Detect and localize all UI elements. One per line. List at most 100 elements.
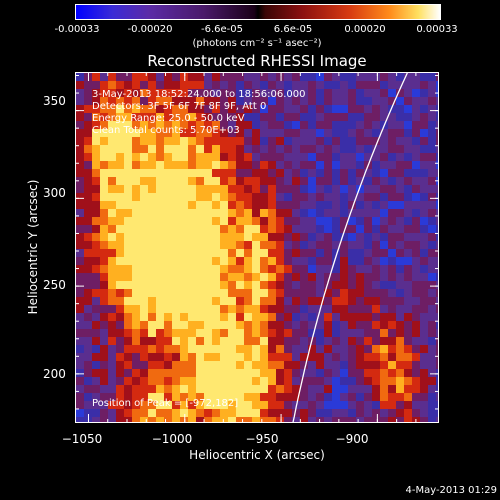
heatmap-cell <box>324 401 332 409</box>
heatmap-cell <box>316 137 324 145</box>
heatmap-cell <box>228 281 236 289</box>
heatmap-cell <box>388 377 396 385</box>
heatmap-cell <box>324 241 332 249</box>
heatmap-cell <box>436 361 438 369</box>
heatmap-cell <box>300 289 308 297</box>
heatmap-cell <box>140 353 148 361</box>
heatmap-cell <box>220 329 228 337</box>
heatmap-cell <box>284 145 292 153</box>
heatmap-cell <box>396 257 404 265</box>
heatmap-cell <box>116 401 124 409</box>
heatmap-cell <box>76 137 84 145</box>
heatmap-cell <box>300 169 308 177</box>
heatmap-cell <box>212 145 220 153</box>
heatmap-cell <box>140 297 148 305</box>
heatmap-cell <box>156 361 164 369</box>
heatmap-cell <box>116 137 124 145</box>
heatmap-cell <box>324 345 332 353</box>
heatmap-cell <box>236 369 244 377</box>
heatmap-cell <box>92 281 100 289</box>
heatmap-cell <box>268 169 276 177</box>
heatmap-cell <box>76 177 84 185</box>
heatmap-cell <box>196 121 204 129</box>
heatmap-cell <box>388 361 396 369</box>
heatmap-cell <box>220 233 228 241</box>
plot-datestamp: 4-May-2013 01:29 <box>405 485 497 496</box>
heatmap-cell <box>252 137 260 145</box>
heatmap-cell <box>324 169 332 177</box>
heatmap-cell <box>364 225 372 233</box>
heatmap-cell <box>388 281 396 289</box>
heatmap-cell <box>292 233 300 241</box>
heatmap-cell <box>76 305 84 313</box>
heatmap-cell <box>124 313 132 321</box>
heatmap-cell <box>412 241 420 249</box>
heatmap-cell <box>284 209 292 217</box>
heatmap-cell <box>340 385 348 393</box>
heatmap-cell <box>284 265 292 273</box>
heatmap-cell <box>252 129 260 137</box>
heatmap-cell <box>276 353 284 361</box>
info-line-energy: Energy Range: 25.0 - 50.0 keV <box>92 113 245 124</box>
heatmap-cell <box>356 409 364 417</box>
heatmap-cell <box>212 177 220 185</box>
heatmap-cell <box>220 145 228 153</box>
heatmap-cell <box>348 73 356 81</box>
heatmap-cell <box>180 337 188 345</box>
heatmap-cell <box>228 401 236 409</box>
heatmap-cell <box>132 353 140 361</box>
heatmap-cell <box>124 393 132 401</box>
heatmap-cell <box>196 409 204 417</box>
heatmap-cell <box>116 297 124 305</box>
heatmap-cell <box>76 241 84 249</box>
heatmap-cell <box>420 73 428 81</box>
heatmap-cell <box>204 105 212 113</box>
heatmap-cell <box>204 353 212 361</box>
heatmap-cell <box>260 161 268 169</box>
heatmap-cell <box>212 353 220 361</box>
heatmap-cell <box>108 281 116 289</box>
heatmap-cell <box>316 129 324 137</box>
heatmap-cell <box>308 265 316 273</box>
colorbar-tick: -6.6e-05 <box>201 24 243 35</box>
heatmap-cell <box>324 297 332 305</box>
heatmap-cell <box>188 217 196 225</box>
heatmap-cell <box>212 385 220 393</box>
heatmap-cell <box>332 81 340 89</box>
heatmap-cell <box>428 241 436 249</box>
heatmap-cell <box>252 361 260 369</box>
heatmap-cell <box>356 377 364 385</box>
heatmap-cell <box>140 417 148 422</box>
heatmap-cell <box>420 377 428 385</box>
heatmap-cell <box>236 97 244 105</box>
heatmap-cell <box>220 177 228 185</box>
heatmap-cell <box>196 417 204 422</box>
heatmap-cell <box>404 257 412 265</box>
heatmap-cell <box>348 137 356 145</box>
heatmap-cell <box>124 361 132 369</box>
heatmap-cell <box>324 137 332 145</box>
heatmap-cell <box>148 177 156 185</box>
heatmap-cell <box>276 401 284 409</box>
heatmap-cell <box>292 185 300 193</box>
heatmap-cell <box>212 97 220 105</box>
heatmap-cell <box>276 321 284 329</box>
heatmap-cell <box>260 377 268 385</box>
heatmap-cell <box>204 241 212 249</box>
heatmap-cell <box>196 281 204 289</box>
heatmap-cell <box>356 185 364 193</box>
heatmap-cell <box>156 137 164 145</box>
heatmap-cell <box>428 337 436 345</box>
heatmap-cell <box>204 233 212 241</box>
heatmap-cell <box>76 81 84 89</box>
heatmap-cell <box>268 97 276 105</box>
heatmap-cell <box>396 417 404 422</box>
heatmap-cell <box>84 377 92 385</box>
heatmap-cell <box>292 97 300 105</box>
heatmap-cell <box>212 281 220 289</box>
heatmap-cell <box>228 209 236 217</box>
heatmap-cell <box>332 377 340 385</box>
heatmap-cell <box>300 233 308 241</box>
heatmap-cell <box>204 129 212 137</box>
heatmap-cell <box>308 233 316 241</box>
